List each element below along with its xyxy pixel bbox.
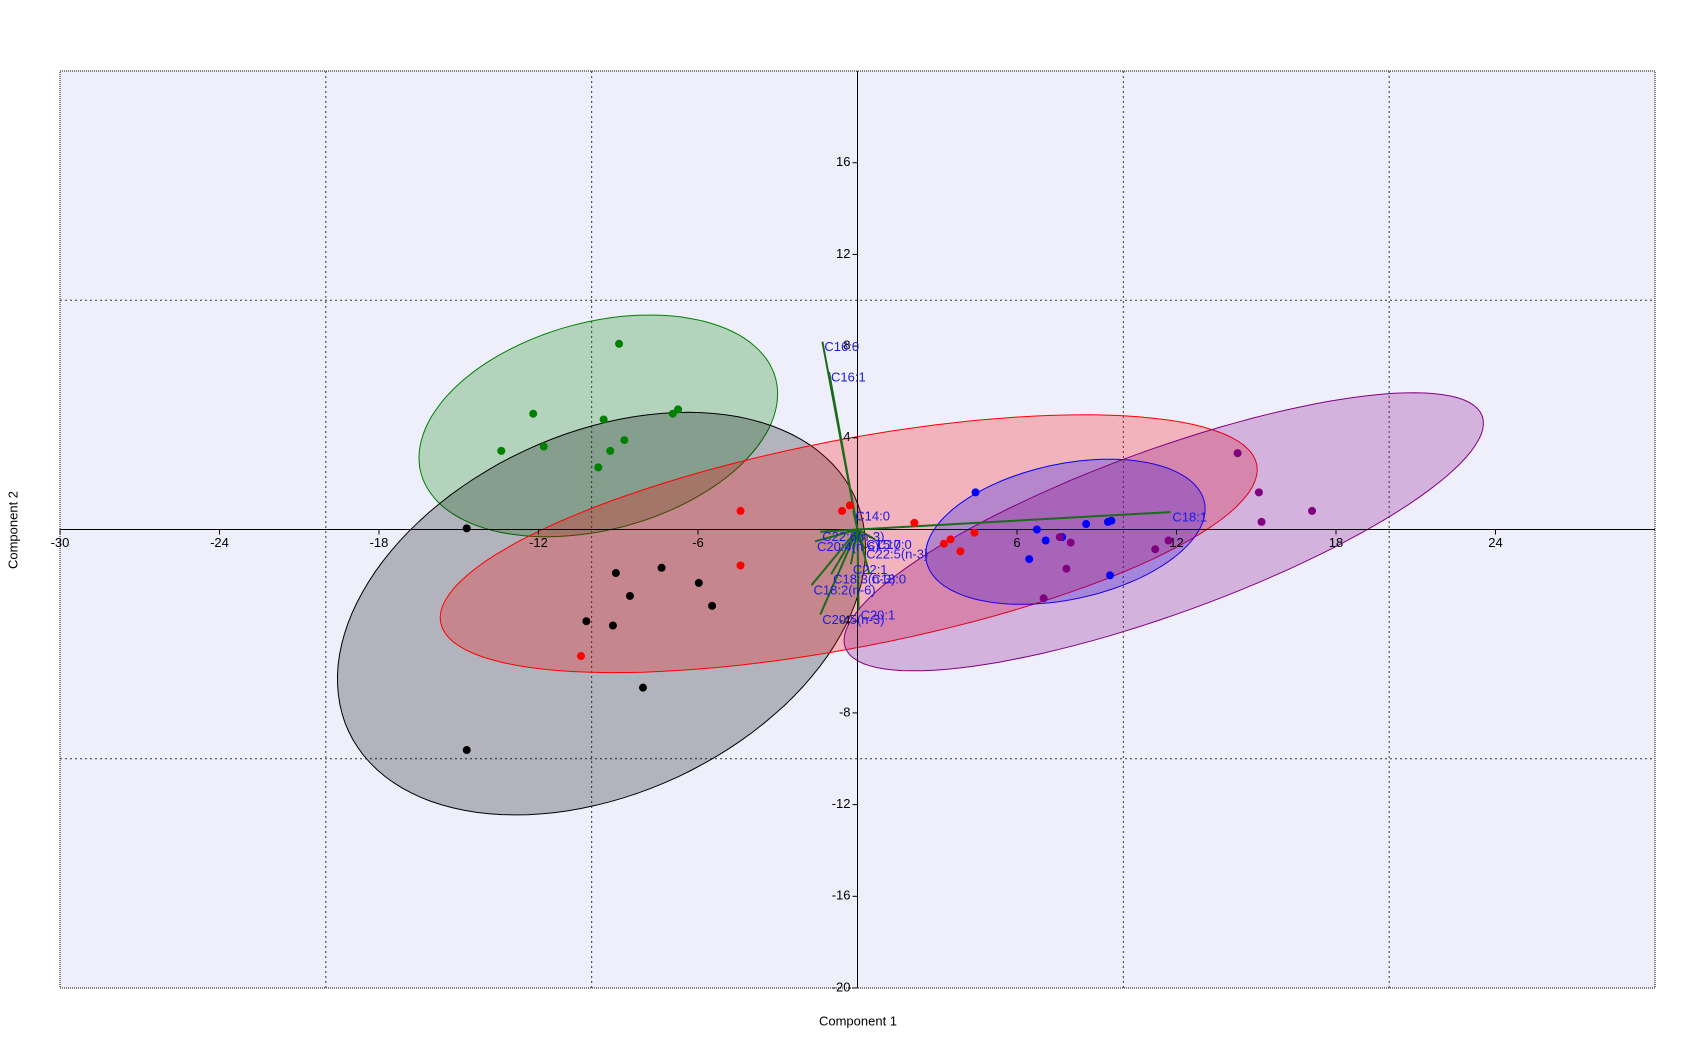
point bbox=[1233, 449, 1242, 458]
y-tick-label: -16 bbox=[832, 888, 851, 903]
loading-vector bbox=[856, 529, 860, 611]
point bbox=[956, 547, 965, 556]
loading-label: C18:2(n-6) bbox=[814, 583, 876, 598]
x-tick-label: 12 bbox=[1169, 535, 1183, 550]
point bbox=[845, 501, 854, 510]
point bbox=[1055, 533, 1064, 542]
point bbox=[529, 409, 538, 418]
point bbox=[1308, 506, 1317, 515]
loading-label: C15:0 bbox=[866, 537, 901, 552]
y-tick-label: -12 bbox=[832, 796, 851, 811]
point bbox=[606, 446, 615, 455]
ellipse bbox=[843, 392, 1484, 672]
x-tick-label: -6 bbox=[692, 535, 704, 550]
point bbox=[608, 621, 617, 630]
x-tick-label: -18 bbox=[370, 535, 389, 550]
ellipse bbox=[336, 411, 867, 816]
loading-label: C18:1 bbox=[1172, 510, 1207, 525]
loading-vector bbox=[810, 528, 859, 586]
loading-label: C20:1 bbox=[861, 608, 896, 623]
x-tick-label: -12 bbox=[529, 535, 548, 550]
point bbox=[620, 436, 629, 445]
loading-vector bbox=[857, 511, 1171, 531]
point bbox=[736, 561, 745, 570]
ellipse bbox=[418, 314, 779, 538]
y-tick-label: -20 bbox=[832, 979, 851, 994]
point bbox=[1107, 516, 1116, 525]
loading-label: C20:4(n-6) bbox=[817, 539, 879, 554]
loading-label: C22:5(n-3) bbox=[866, 547, 928, 562]
point bbox=[462, 746, 471, 755]
point bbox=[599, 415, 608, 424]
loading-vector bbox=[830, 528, 859, 575]
point bbox=[971, 488, 980, 497]
point bbox=[939, 539, 948, 548]
point bbox=[1062, 564, 1071, 573]
point bbox=[1106, 571, 1115, 580]
y-tick-label: 4 bbox=[843, 429, 850, 444]
loading-label: C14:0 bbox=[855, 508, 890, 523]
x-tick-label: 6 bbox=[1013, 535, 1020, 550]
x-tick-label: -24 bbox=[210, 535, 229, 550]
point bbox=[497, 446, 506, 455]
point bbox=[1039, 594, 1048, 603]
loading-vector bbox=[820, 528, 858, 533]
point bbox=[594, 463, 603, 472]
loading-label: C18:0 bbox=[871, 572, 906, 587]
y-tick-label: 8 bbox=[843, 338, 850, 353]
x-tick-label: 24 bbox=[1488, 535, 1502, 550]
loading-label: C20:5(n-3) bbox=[822, 612, 884, 627]
point bbox=[657, 563, 666, 572]
y-tick-label: -4 bbox=[839, 613, 851, 628]
point bbox=[539, 442, 548, 451]
point bbox=[838, 506, 847, 515]
loading-vector bbox=[849, 529, 859, 565]
point bbox=[1025, 555, 1034, 564]
loading-label: C22:1 bbox=[853, 562, 888, 577]
point bbox=[577, 652, 586, 661]
point bbox=[1257, 517, 1266, 526]
y-tick-label: 12 bbox=[836, 246, 850, 261]
x-axis-label: Component 1 bbox=[819, 1013, 897, 1028]
loading-label: C18:3(n-3) bbox=[833, 572, 895, 587]
point bbox=[1082, 519, 1091, 528]
point bbox=[694, 578, 703, 587]
point bbox=[615, 339, 624, 348]
y-axis-label: Component 2 bbox=[5, 491, 20, 569]
point bbox=[674, 405, 683, 414]
loading-label: C16:0 bbox=[824, 339, 859, 354]
point bbox=[582, 617, 591, 626]
loading-label: C22:6(n-3) bbox=[822, 529, 884, 544]
point bbox=[910, 518, 919, 527]
loading-vector bbox=[814, 528, 858, 543]
y-tick-label: 16 bbox=[836, 154, 850, 169]
point bbox=[946, 535, 955, 544]
loading-vector bbox=[857, 528, 876, 541]
x-tick-label: 18 bbox=[1329, 535, 1343, 550]
loading-label: C17:0 bbox=[877, 537, 912, 552]
point bbox=[970, 528, 979, 537]
point bbox=[638, 683, 647, 692]
loading-vector bbox=[852, 510, 859, 530]
point bbox=[462, 524, 471, 533]
point bbox=[625, 591, 634, 600]
point bbox=[1164, 536, 1173, 545]
point bbox=[1254, 488, 1263, 497]
point bbox=[668, 409, 677, 418]
loading-vector bbox=[819, 529, 859, 615]
point bbox=[736, 506, 745, 515]
point bbox=[708, 601, 717, 610]
point bbox=[1066, 538, 1075, 547]
loading-label: C16:1 bbox=[831, 370, 866, 385]
point bbox=[611, 569, 620, 578]
y-tick-label: -8 bbox=[839, 704, 851, 719]
point bbox=[1151, 545, 1160, 554]
point bbox=[1032, 525, 1041, 534]
point bbox=[1041, 536, 1050, 545]
loading-vector bbox=[856, 529, 871, 575]
x-tick-label: -30 bbox=[51, 535, 70, 550]
